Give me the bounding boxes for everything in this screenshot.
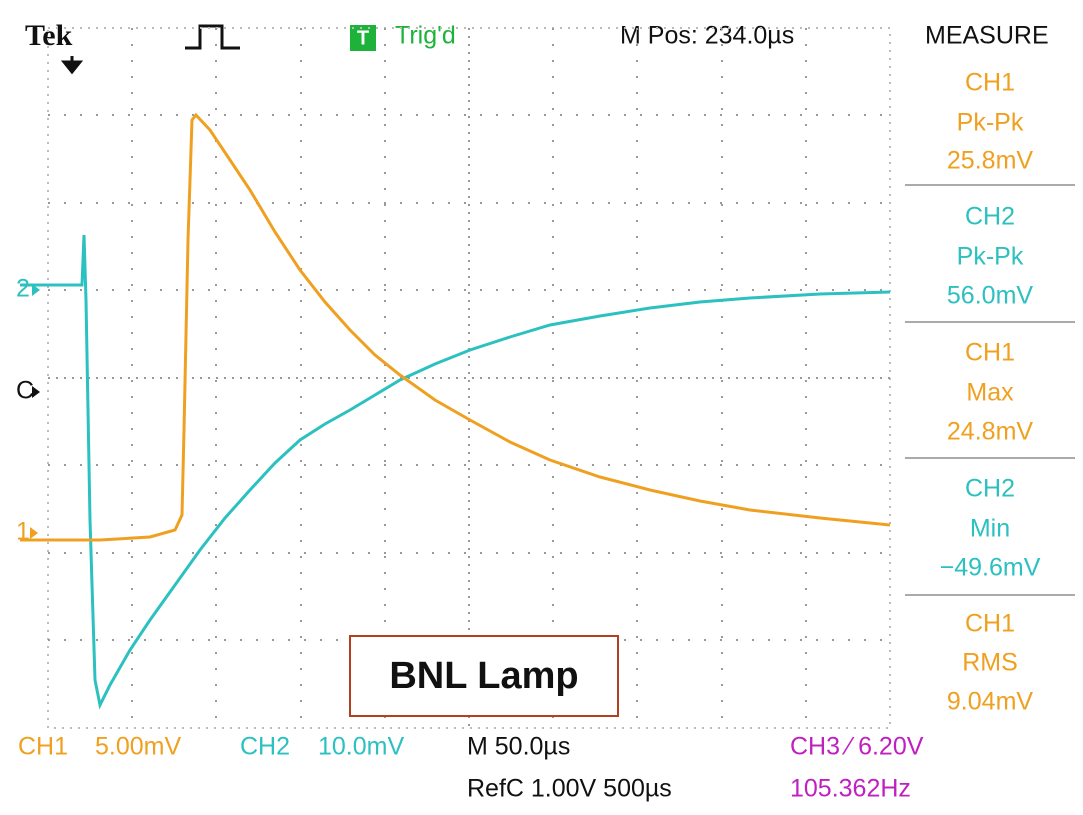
trigger-position-marker xyxy=(60,56,84,75)
meas-value: 9.04mV xyxy=(947,688,1033,716)
ch2-label: CH2 xyxy=(240,733,290,761)
meas-label: Min xyxy=(970,515,1010,543)
meas-channel: CH1 xyxy=(965,69,1015,97)
measure-panel: CH1 Pk-Pk 25.8mV CH2 Pk-Pk 56.0mV CH1 Ma… xyxy=(905,69,1075,716)
frequency: 105.362Hz xyxy=(790,775,911,803)
annotation: BNL Lamp xyxy=(389,655,578,697)
position: M Pos: 234.0µs xyxy=(620,22,794,50)
ref-arrow xyxy=(32,386,40,398)
graticule xyxy=(47,27,891,729)
timebase: M 50.0µs xyxy=(467,733,570,761)
reference: RefC 1.00V 500µs xyxy=(467,775,672,803)
ch1-trace xyxy=(20,112,891,542)
ch2-marker: 2 xyxy=(16,275,30,303)
trigger-badge-box xyxy=(350,25,376,51)
annotation-box xyxy=(349,635,619,717)
trigger-status: Trig'd xyxy=(395,22,456,50)
meas-channel: CH2 xyxy=(965,203,1015,231)
ch1-arrow xyxy=(30,527,38,539)
ch1-scale: 5.00mV xyxy=(95,733,181,761)
meas-label: RMS xyxy=(962,649,1018,677)
meas-value: 24.8mV xyxy=(947,418,1033,446)
trigger-badge: T xyxy=(357,27,369,49)
ch2-arrow xyxy=(32,284,40,296)
ch2-trace xyxy=(20,234,891,710)
panel-title: MEASURE xyxy=(925,22,1049,50)
meas-value: 25.8mV xyxy=(947,147,1033,175)
meas-channel: CH1 xyxy=(965,339,1015,367)
meas-label: Pk-Pk xyxy=(957,243,1024,271)
ch3-trigger: CH3 ⁄ 6.20V xyxy=(790,733,924,761)
ch2-scale: 10.0mV xyxy=(318,733,404,761)
ref-marker: C xyxy=(16,377,34,405)
meas-channel: CH2 xyxy=(965,475,1015,503)
pulse-icon xyxy=(185,24,240,50)
ch1-label: CH1 xyxy=(18,733,68,761)
meas-label: Max xyxy=(966,379,1014,407)
meas-value: −49.6mV xyxy=(940,554,1041,582)
meas-value: 56.0mV xyxy=(947,282,1033,310)
meas-label: Pk-Pk xyxy=(957,109,1024,137)
meas-channel: CH1 xyxy=(965,610,1015,638)
